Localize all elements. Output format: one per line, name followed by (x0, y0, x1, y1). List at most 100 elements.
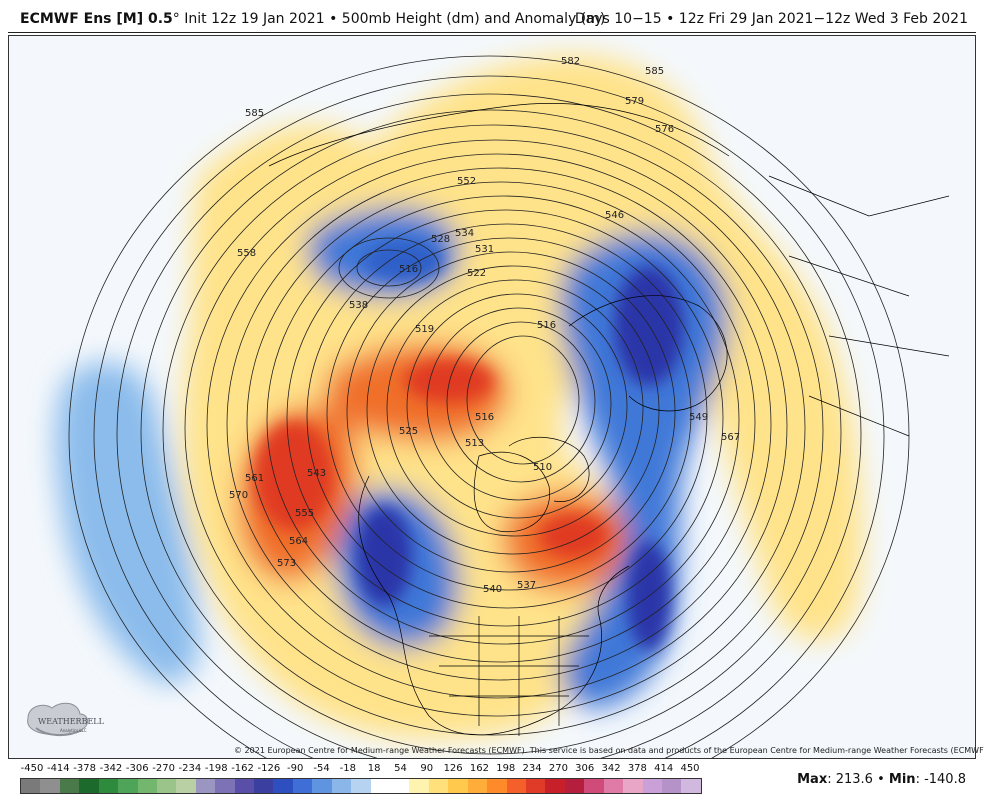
color-scale: -450 -414 -378 -342 -306 -270 -234 -198 -162 -126… (20, 763, 702, 803)
contour-ring (162, 124, 824, 736)
contour-label: 570 (229, 490, 248, 501)
contour-label: 540 (483, 584, 502, 595)
contour-ring (266, 195, 740, 645)
scale-tick-label: -414 (46, 763, 70, 774)
logo-sub: Analytics LLC (60, 728, 87, 733)
bullet-sep: • (329, 11, 338, 27)
scale-swatch (137, 779, 157, 793)
coastlines (268, 103, 950, 736)
contour-label: 582 (561, 56, 580, 67)
anomaly-map: 585 582 579 576 585 552 546 534 531 528 … (55, 54, 950, 758)
contour-label: 538 (349, 300, 368, 311)
contour-label: 576 (655, 124, 674, 135)
contour-ring (406, 293, 628, 519)
scale-swatch (642, 779, 662, 793)
scale-bar (20, 778, 702, 794)
scale-swatch (254, 779, 274, 793)
scale-tick-label: -270 (152, 763, 175, 774)
contour-label: 531 (475, 244, 494, 255)
scale-swatch (331, 779, 352, 793)
scale-tick-label: -126 (257, 763, 281, 774)
scale-tick-label: 126 (443, 763, 463, 774)
logo-text: WEATHERBELL (38, 717, 105, 726)
negative-anomaly-pacific (55, 361, 200, 684)
scale-swatch (118, 779, 138, 793)
scale-tick-label: 450 (680, 763, 700, 774)
contour-ring (326, 237, 692, 591)
contour-ring (206, 153, 788, 699)
min-value: -140.8 (924, 772, 966, 787)
coast-greenland (508, 436, 590, 502)
scale-tick-label: 414 (654, 763, 674, 774)
contour-label: 561 (245, 473, 264, 484)
max-value: 213.6 (835, 772, 873, 787)
scale-tick-label: -342 (99, 763, 123, 774)
contour-label: 546 (605, 210, 624, 221)
scale-tick-label: 270 (548, 763, 568, 774)
contour-ring (356, 249, 422, 287)
contour-ring (116, 93, 862, 758)
scale-swatch (623, 779, 643, 793)
core-red-hudson (539, 514, 609, 558)
contour-label: 555 (295, 508, 314, 519)
scale-swatch (21, 779, 41, 793)
scale-swatch (584, 779, 604, 793)
scale-swatch (156, 779, 177, 793)
contour-label: 558 (237, 248, 256, 259)
contour-label: 564 (289, 536, 308, 547)
contour-label: 579 (625, 96, 644, 107)
contour-label: 522 (467, 268, 486, 279)
contour-labels: 585 582 579 576 585 552 546 534 531 528 … (229, 56, 740, 595)
borders-asia (768, 175, 950, 437)
scale-swatch (234, 779, 255, 793)
scale-swatch (351, 779, 371, 793)
scale-swatch (661, 779, 682, 793)
coast-namerica (358, 475, 630, 736)
scale-swatch (487, 779, 507, 793)
contour-ring (306, 223, 708, 609)
max-label: Max (797, 772, 828, 787)
contour-label: 552 (457, 176, 476, 187)
core-red-pacific (254, 421, 334, 531)
core-blue-arctic (364, 241, 444, 281)
contour-label: 567 (721, 432, 740, 443)
contour-label: 585 (245, 108, 264, 119)
contour-ring (93, 75, 885, 758)
weatherbell-logo: WEATHERBELL Analytics LLC (27, 702, 105, 736)
contour-label: 516 (475, 412, 494, 423)
scale-tick-label: -306 (125, 763, 149, 774)
contour-ring (246, 181, 756, 663)
scale-swatch (467, 779, 488, 793)
contour-label: 528 (431, 234, 450, 245)
coast-asia (268, 103, 730, 167)
contour-label: 510 (533, 462, 552, 473)
scale-tick-label: 54 (394, 763, 407, 774)
contour-label: 537 (517, 580, 536, 591)
contour-label: 525 (399, 426, 418, 437)
contour-ring (184, 139, 806, 717)
contour-ring (426, 307, 612, 501)
scale-tick-label: -90 (287, 763, 304, 774)
scale-swatch (215, 779, 235, 793)
scale-swatch (370, 779, 391, 793)
scale-tick-label: 18 (367, 763, 381, 774)
scale-tick-label: 306 (575, 763, 595, 774)
scale-swatch (79, 779, 99, 793)
scale-swatch (564, 779, 585, 793)
min-label: Min (888, 772, 916, 787)
map-header: ECMWF Ens [M] 0.5° Init 12z 19 Jan 2021 … (0, 0, 984, 34)
contour-ring (386, 279, 644, 537)
contour-label: 543 (307, 468, 326, 479)
max-min-readout: Max: 213.6 • Min: -140.8 (797, 772, 966, 787)
scale-swatch (506, 779, 526, 793)
anomaly-cores (254, 241, 684, 651)
contour-label: 549 (689, 412, 708, 423)
scale-swatch (545, 779, 565, 793)
contour-ring (446, 321, 596, 483)
scale-tick-label: 342 (601, 763, 621, 774)
scale-swatch (681, 779, 701, 793)
scale-swatch (176, 779, 196, 793)
map-panel: 585 582 579 576 585 552 546 534 531 528 … (8, 35, 976, 759)
header-title: ECMWF Ens [M] 0.5° Init 12z 19 Jan 2021 … (20, 11, 605, 27)
scale-ticks: -450 -414 -378 -342 -306 -270 -234 -198 -162 -126… (20, 763, 702, 777)
